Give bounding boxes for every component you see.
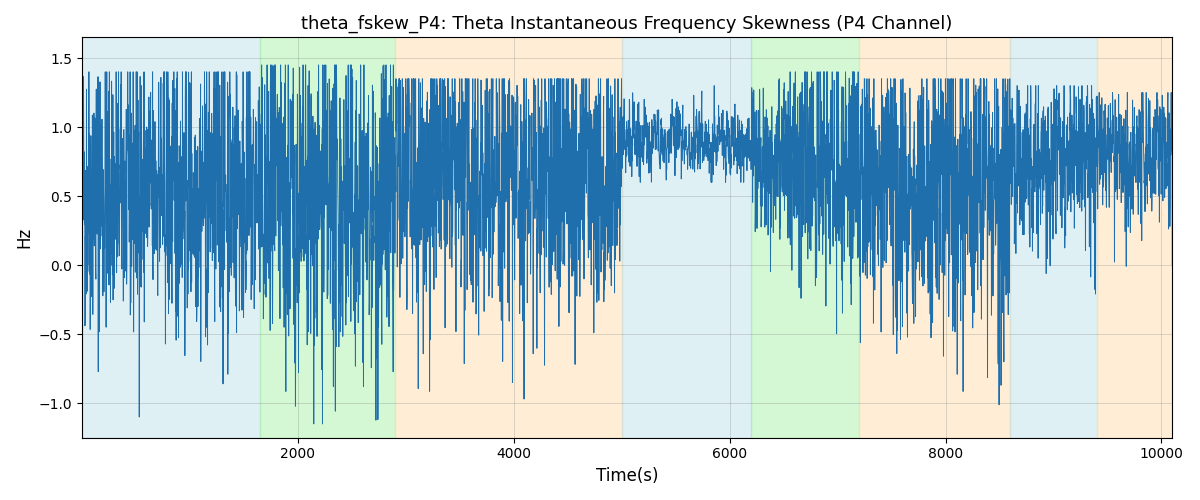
- Bar: [82, 38, 260, 438]
- Bar: [751, 38, 859, 438]
- X-axis label: Time(s): Time(s): [596, 467, 659, 485]
- Bar: [1010, 38, 1097, 438]
- Bar: [1097, 38, 1172, 438]
- Bar: [395, 38, 622, 438]
- Bar: [622, 38, 751, 438]
- Bar: [859, 38, 1010, 438]
- Bar: [260, 38, 395, 438]
- Title: theta_fskew_P4: Theta Instantaneous Frequency Skewness (P4 Channel): theta_fskew_P4: Theta Instantaneous Freq…: [301, 15, 953, 34]
- Y-axis label: Hz: Hz: [14, 227, 32, 248]
